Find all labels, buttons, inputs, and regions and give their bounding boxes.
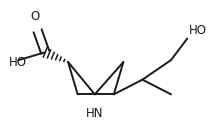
Text: HO: HO (9, 56, 27, 68)
Text: HO: HO (189, 24, 207, 37)
Text: O: O (30, 10, 39, 23)
Text: HN: HN (86, 107, 104, 120)
